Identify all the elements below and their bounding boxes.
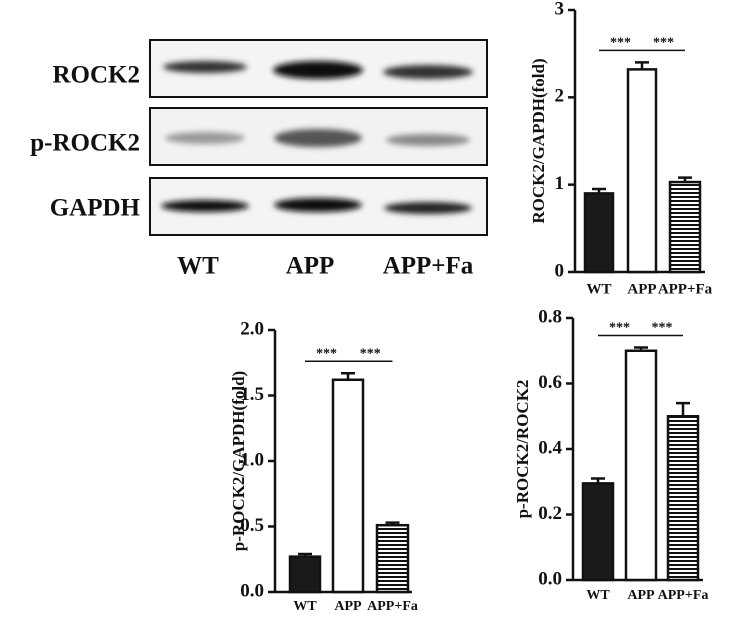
significance-label: *** <box>609 321 630 336</box>
y-tick-label: 1 <box>555 173 565 194</box>
error-bar <box>676 401 690 417</box>
y-tick-label: 2 <box>555 86 565 107</box>
lane-label: APP+Fa <box>383 253 474 280</box>
x-tick-label: APP <box>627 588 655 603</box>
y-tick-label: 0.0 <box>538 568 562 589</box>
y-tick-label: 0.5 <box>240 515 264 536</box>
bar <box>668 180 702 274</box>
blot-row-label: ROCK2 <box>53 62 141 89</box>
band <box>163 61 247 73</box>
x-tick-label: APP <box>627 281 656 297</box>
y-axis-label: ROCK2/GAPDH(fold) <box>529 58 548 223</box>
bar <box>331 378 365 594</box>
band <box>383 65 473 79</box>
band <box>273 61 363 79</box>
y-tick-label: 1.0 <box>240 449 264 470</box>
x-tick-label: WT <box>586 588 610 603</box>
bar <box>581 482 615 582</box>
bar <box>375 523 410 594</box>
y-tick-label: 0.8 <box>538 306 562 327</box>
bands <box>161 61 473 214</box>
x-tick-label: WT <box>586 281 611 297</box>
bar <box>666 415 700 582</box>
y-tick-label: 3 <box>555 0 565 19</box>
significance-label: *** <box>610 36 631 51</box>
x-tick-label: APP <box>334 599 362 614</box>
bar <box>626 68 658 274</box>
blot-row-label: GAPDH <box>50 195 141 222</box>
x-tick-label: WT <box>293 599 317 614</box>
x-tick-label: APP+Fa <box>658 281 713 297</box>
bar <box>288 555 322 594</box>
significance-label: *** <box>652 321 673 336</box>
y-tick-label: 0.6 <box>538 372 562 393</box>
western-blot: ROCK2 p-ROCK2 GAPDH WT APP APP+Fa <box>30 39 488 280</box>
y-axis-label: p-ROCK2/ROCK2 <box>513 380 532 519</box>
band <box>165 132 245 144</box>
lane-label: APP <box>286 253 335 280</box>
y-axis-label: p-ROCK2/GAPDH(fold) <box>229 371 248 551</box>
band <box>274 198 362 212</box>
significance-label: *** <box>360 346 381 361</box>
bar <box>624 349 658 582</box>
y-tick-label: 0.0 <box>240 580 264 601</box>
band <box>274 129 362 147</box>
blot-row-label: p-ROCK2 <box>30 130 140 157</box>
lane-label: WT <box>177 253 219 280</box>
bar <box>583 192 615 274</box>
band <box>384 202 472 214</box>
y-tick-label: 1.5 <box>240 384 264 405</box>
band <box>161 200 249 212</box>
band <box>386 134 470 146</box>
significance-label: *** <box>653 36 674 51</box>
x-tick-label: APP+Fa <box>658 588 709 603</box>
y-tick-label: 0.4 <box>538 437 562 458</box>
y-tick-label: 0 <box>555 260 565 281</box>
significance-label: *** <box>316 346 337 361</box>
y-tick-label: 2.0 <box>240 318 264 339</box>
x-tick-label: APP+Fa <box>367 599 418 614</box>
y-tick-label: 0.2 <box>538 503 562 524</box>
